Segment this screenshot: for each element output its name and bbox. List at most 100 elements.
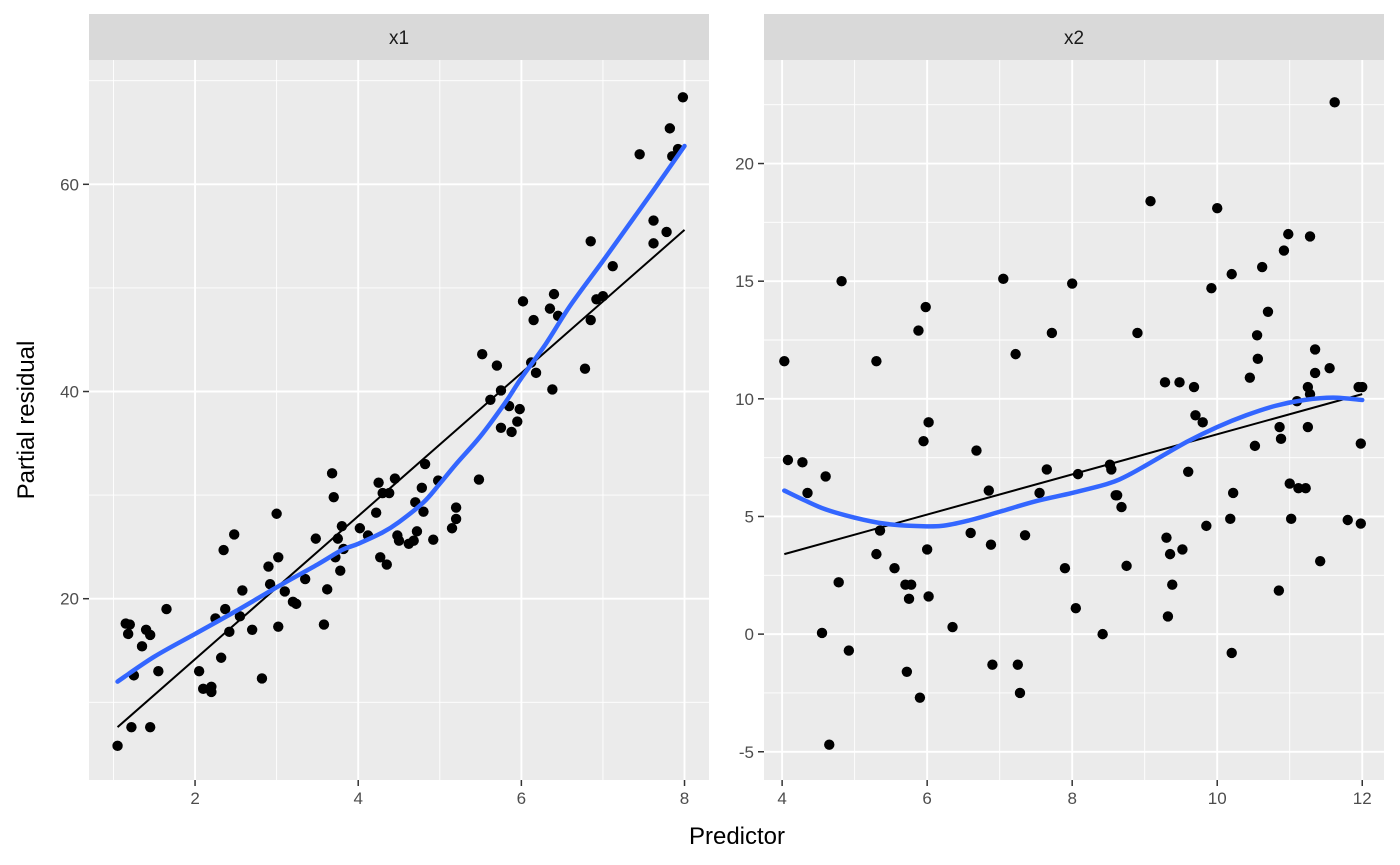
data-point (1041, 464, 1053, 475)
data-point (408, 535, 419, 546)
data-point (914, 692, 926, 703)
data-point (1249, 440, 1261, 452)
data-point (548, 288, 560, 300)
panel-x2: x2 4 6 8 10 12 -5 0 5 10 15 20 (735, 14, 1384, 808)
data-point (585, 236, 596, 247)
data-point (1355, 518, 1366, 529)
data-point (677, 92, 689, 103)
data-point (517, 296, 529, 307)
data-point (389, 473, 401, 484)
data-point (144, 721, 156, 733)
data-point (1034, 487, 1045, 499)
data-point (1342, 514, 1353, 526)
data-point (1226, 647, 1237, 659)
data-point (903, 593, 915, 605)
data-point (1284, 478, 1295, 489)
data-point (418, 506, 429, 517)
data-point (833, 577, 844, 588)
data-point (1019, 530, 1031, 541)
data-point (1106, 464, 1117, 475)
data-point (1201, 520, 1212, 532)
data-point (901, 666, 913, 677)
data-point (843, 645, 855, 656)
data-point (136, 641, 148, 652)
data-point (256, 673, 268, 684)
y-tick-label: 40 (60, 383, 79, 402)
data-point (1164, 548, 1176, 560)
data-point (491, 360, 503, 371)
data-point (273, 621, 284, 632)
data-point (299, 573, 311, 585)
data-point (271, 508, 282, 519)
y-tick-label: 20 (735, 155, 754, 174)
data-point (871, 548, 882, 560)
data-point (921, 544, 933, 555)
data-point (1206, 283, 1217, 294)
data-point (836, 275, 847, 287)
data-point (215, 652, 227, 663)
data-point (1010, 348, 1021, 360)
data-point (1183, 466, 1194, 477)
data-point (1355, 438, 1366, 449)
data-point (1293, 483, 1304, 494)
data-point (393, 535, 405, 546)
facet-strip (764, 14, 1384, 60)
data-point (1190, 410, 1201, 421)
data-point (1314, 555, 1326, 567)
data-point (1116, 501, 1127, 513)
data-point (1132, 327, 1143, 339)
data-point (1324, 363, 1335, 374)
data-point (264, 579, 276, 590)
y-tick-label: 60 (60, 175, 79, 194)
data-point (370, 507, 382, 518)
y-tick-label: 5 (745, 507, 754, 526)
data-point (1226, 268, 1237, 280)
facet-strip-label: x2 (1064, 28, 1084, 49)
data-point (1244, 372, 1256, 383)
data-point (1278, 245, 1290, 256)
data-point (597, 291, 609, 302)
plot-panel-background (764, 60, 1384, 780)
data-point (291, 598, 302, 610)
data-point (335, 565, 346, 576)
data-point (450, 502, 462, 513)
data-point (328, 491, 339, 503)
data-point (824, 739, 835, 750)
data-point (1066, 278, 1078, 289)
data-point (1225, 513, 1236, 525)
data-point (913, 325, 924, 336)
y-tick-label: 10 (735, 390, 754, 409)
data-point (983, 485, 994, 496)
data-point (1145, 195, 1156, 207)
linear-fit-line (116, 229, 686, 728)
data-point (206, 686, 217, 698)
x-tick-label: 4 (777, 789, 786, 808)
data-point (1256, 261, 1268, 273)
data-point (220, 603, 231, 615)
data-point (998, 273, 1009, 285)
data-point (375, 552, 386, 563)
data-point (122, 628, 134, 640)
data-point (871, 355, 882, 367)
data-point (381, 559, 392, 570)
data-point (326, 468, 338, 479)
data-point (506, 426, 517, 438)
data-point (153, 666, 164, 677)
data-point (906, 579, 917, 590)
data-point (1188, 381, 1200, 393)
data-point (971, 445, 982, 456)
data-point (1121, 560, 1132, 572)
data-point (1252, 353, 1264, 365)
data-point (661, 226, 672, 238)
data-point (1274, 421, 1285, 433)
panel-x1: x1 2 4 6 8 20 40 60 (60, 14, 709, 808)
data-point (889, 563, 900, 574)
data-point (648, 215, 659, 226)
data-point (664, 123, 676, 134)
data-point (229, 529, 240, 540)
data-point (1227, 487, 1239, 499)
data-point (1159, 377, 1171, 388)
data-point (820, 471, 831, 482)
data-point (161, 603, 172, 615)
